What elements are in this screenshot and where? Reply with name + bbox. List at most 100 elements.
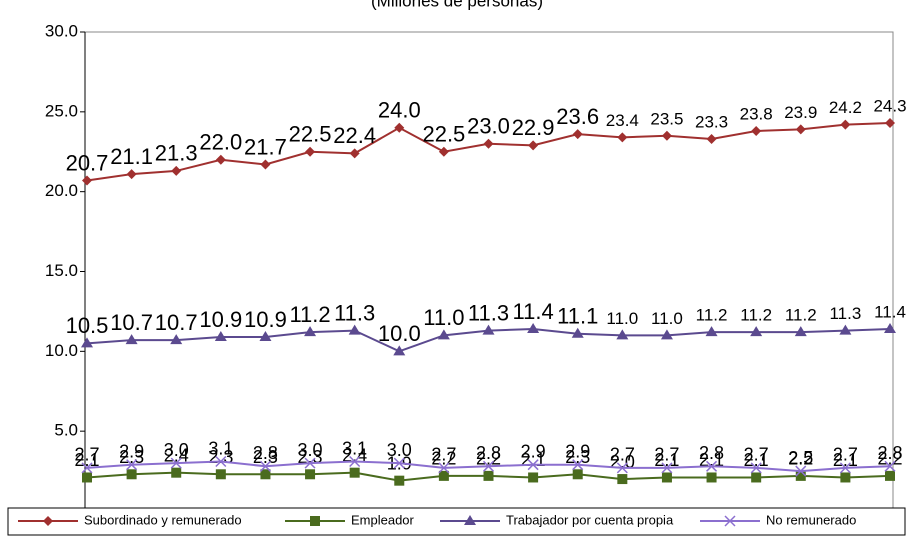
data-point [572,129,583,140]
data-label: 11.3 [468,300,509,325]
legend-marker [43,516,53,526]
data-point [349,467,360,478]
y-tick-label: 30.0 [45,21,78,40]
data-label: 2.8 [476,443,501,463]
data-point [885,470,895,481]
data-point [706,133,717,144]
chart-title: (Millones de personas) [371,0,543,10]
legend-marker [310,516,320,526]
data-point [81,337,93,348]
data-label: 2.7 [654,445,679,465]
data-label: 2.7 [833,445,858,465]
data-point [528,472,539,483]
data-label: 2.1 [654,450,679,470]
legend-label: Empleador [351,512,415,527]
data-point [304,457,316,469]
data-point [840,119,851,130]
data-label: 3.0 [387,440,412,460]
data-point [616,329,629,340]
data-point [528,140,539,151]
data-point [260,469,271,480]
data-label: 2.2 [431,449,456,469]
legend-marker [724,515,736,527]
data-point [482,324,495,335]
y-tick-label: 25.0 [45,101,78,120]
data-label: 10.0 [378,321,421,346]
data-point [482,460,495,472]
data-label: 2.7 [431,445,456,465]
data-label: 22.4 [333,123,376,148]
data-label: 23.4 [606,111,639,130]
data-point [438,462,450,474]
data-label: 2.4 [342,445,367,465]
data-label: 10.9 [244,307,287,332]
data-point [393,345,406,356]
data-point [349,148,360,159]
data-label: 23.0 [467,114,510,139]
data-label: 21.3 [155,141,198,166]
data-point [661,472,672,483]
data-label: 24.2 [829,98,862,117]
data-point [214,330,227,341]
data-label: 2.3 [565,447,590,467]
y-tick-label: 15.0 [45,261,78,280]
data-point [438,470,449,481]
data-point [170,457,182,469]
y-tick-label: 10.0 [45,341,78,360]
data-label: 23.5 [650,109,683,128]
data-point [617,132,628,143]
data-label: 11.0 [651,309,683,328]
data-point [259,330,272,341]
data-label: 10.7 [110,310,153,335]
data-label: 2.9 [521,441,546,461]
data-point [170,334,183,345]
data-label: 2.1 [699,450,724,470]
data-label: 20.7 [66,150,109,175]
data-label: 2.2 [788,449,813,469]
y-tick-label: 20.0 [45,181,78,200]
data-point [661,130,672,141]
data-label: 11.4 [874,302,906,321]
data-point [661,462,673,474]
data-label: 23.9 [784,103,817,122]
data-point [483,138,494,149]
data-label: 11.2 [289,302,330,327]
data-label: 11.2 [740,306,772,325]
data-label: 11.2 [785,306,817,325]
data-label: 23.6 [556,104,599,129]
data-label: 2.1 [833,450,858,470]
data-point [348,324,361,335]
data-point [394,122,405,133]
data-label: 2.5 [788,448,813,468]
data-point [215,455,227,468]
data-point [751,472,762,483]
data-point [393,457,405,469]
data-label: 2.7 [744,445,769,465]
data-point [751,125,762,136]
data-label: 3.1 [342,438,367,458]
data-point [794,326,807,337]
data-point [305,146,316,157]
data-point [571,327,584,338]
data-point [304,326,317,337]
legend-marker [464,515,476,525]
legend-label: No remunerado [766,512,856,527]
data-point [215,154,226,165]
data-point [885,118,895,129]
data-label: 23.8 [740,104,773,123]
data-label: 2.3 [253,447,278,467]
data-label: 2.2 [877,449,902,469]
data-point [527,459,539,471]
data-point [125,334,138,345]
data-point [527,322,540,333]
data-point [126,169,137,180]
data-label: 2.8 [877,443,902,463]
data-point [126,469,137,480]
data-label: 22.0 [199,130,242,155]
data-point [750,326,763,337]
data-point [572,459,584,471]
data-label: 2.9 [119,441,144,461]
data-label: 22.5 [422,122,465,147]
legend-label: Subordinado y remunerado [84,512,242,527]
